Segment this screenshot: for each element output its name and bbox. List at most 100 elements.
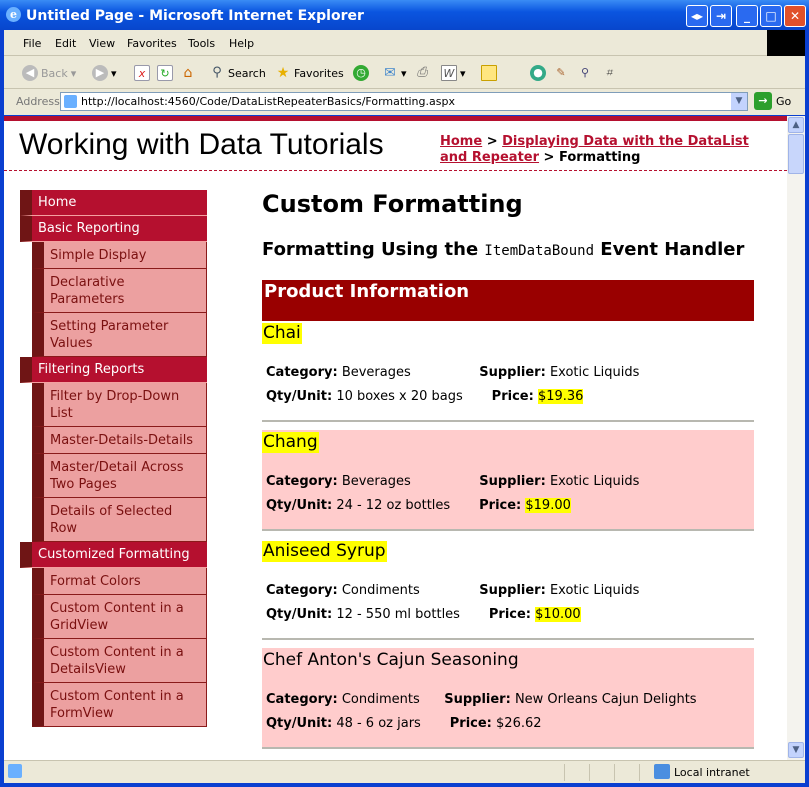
product-card: Chang Category: Beverages Supplier: Exot…: [262, 430, 754, 529]
sidebar-item[interactable]: Customized Formatting: [20, 542, 207, 568]
supplier-value: Exotic Liquids: [549, 474, 640, 489]
item-separator: [262, 638, 754, 640]
maximize-button[interactable]: □: [760, 5, 782, 27]
address-input[interactable]: http://localhost:4560/Code/DataListRepea…: [60, 92, 748, 111]
main-content: Custom Formatting Formatting Using the I…: [262, 190, 754, 757]
research-button[interactable]: ✎: [553, 65, 569, 81]
print-button[interactable]: ⎙: [414, 65, 430, 81]
address-dropdown[interactable]: ▼: [731, 93, 747, 110]
sidebar-item[interactable]: Custom Content in a DetailsView: [32, 639, 207, 683]
qty-value: 48 - 6 oz jars: [336, 716, 421, 731]
menu-help[interactable]: Help: [229, 37, 255, 50]
item-separator: [262, 420, 754, 422]
favorites-button[interactable]: ★ Favorites: [276, 65, 344, 81]
product-card: Chef Anton's Cajun Seasoning Category: C…: [262, 648, 754, 747]
window-title: Untitled Page - Microsoft Internet Explo…: [26, 8, 364, 24]
scroll-thumb[interactable]: [788, 134, 804, 174]
discuss-button[interactable]: [481, 65, 497, 81]
refresh-icon: ↻: [157, 65, 173, 81]
product-name: Chang: [262, 432, 319, 453]
grid-icon: ⌗: [605, 66, 613, 79]
scroll-up-button[interactable]: ▲: [788, 117, 804, 133]
tool-button[interactable]: ⚲: [577, 65, 593, 81]
sidebar-item[interactable]: Details of Selected Row: [32, 498, 207, 542]
product-name: Aniseed Syrup: [262, 541, 387, 562]
star-icon: ★: [276, 65, 290, 81]
sidebar-item[interactable]: Simple Display: [32, 242, 207, 269]
mail-button[interactable]: ✉ ▾: [382, 65, 406, 81]
sidebar-item[interactable]: Master/Detail Across Two Pages: [32, 454, 207, 498]
back-arrow-icon: ◀: [22, 65, 38, 81]
messenger-button[interactable]: ●: [530, 65, 546, 81]
globe-icon: ●: [530, 65, 546, 81]
qty-price-row: Qty/Unit: 10 boxes x 20 bags Price: $19.…: [266, 389, 584, 404]
sidebar-item[interactable]: Format Colors: [32, 568, 207, 595]
sidebar-item[interactable]: Basic Reporting: [20, 216, 207, 242]
supplier-label: Supplier:: [444, 692, 511, 707]
product-card: Aniseed Syrup Category: Condiments Suppl…: [262, 539, 754, 638]
breadcrumb-parent[interactable]: Displaying Data with the DataList and Re…: [440, 134, 749, 165]
sidebar-item[interactable]: Home: [20, 190, 207, 216]
product-item: Chang Category: Beverages Supplier: Exot…: [262, 430, 754, 539]
stop-icon: x: [134, 65, 150, 81]
product-name: Chai: [262, 323, 302, 344]
page-icon: [64, 95, 77, 108]
menu-view[interactable]: View: [89, 37, 116, 50]
history-button[interactable]: ◷: [353, 65, 369, 81]
scroll-down-button[interactable]: ▼: [788, 742, 804, 758]
grid-tool-button[interactable]: ⌗: [601, 65, 617, 81]
product-info-header: Product Information: [262, 280, 754, 321]
refresh-button[interactable]: ↻: [157, 65, 173, 81]
home-icon: ⌂: [183, 65, 193, 81]
sidebar-item[interactable]: Filter by Drop-Down List: [32, 383, 207, 427]
close-button[interactable]: ✕: [784, 5, 806, 27]
forward-button[interactable]: ▶ ▾: [92, 65, 117, 81]
windows-logo: [767, 30, 805, 56]
qty-value: 10 boxes x 20 bags: [336, 389, 463, 404]
stop-button[interactable]: x: [134, 65, 150, 81]
qty-label: Qty/Unit:: [266, 716, 333, 731]
status-bar: Local intranet: [4, 760, 805, 783]
vertical-scrollbar[interactable]: ▲ ▼: [787, 116, 805, 760]
qty-price-row: Qty/Unit: 48 - 6 oz jars Price: $26.62: [266, 716, 542, 731]
menu-file[interactable]: File: [23, 37, 42, 50]
magnifier-icon: ⚲: [580, 66, 590, 79]
product-item: Chef Anton's Cajun Seasoning Category: C…: [262, 648, 754, 757]
product-list: Chai Category: Beverages Supplier: Exoti…: [262, 321, 754, 757]
price-label: Price:: [449, 716, 492, 731]
sidebar-item[interactable]: Filtering Reports: [20, 357, 207, 383]
address-label: Address: [16, 95, 60, 108]
exit-icon[interactable]: ⇥: [710, 5, 732, 27]
go-button[interactable]: → Go: [754, 92, 791, 110]
sidebar-item[interactable]: Setting Parameter Values: [32, 313, 207, 357]
menu-edit[interactable]: Edit: [55, 37, 77, 50]
qty-price-row: Qty/Unit: 24 - 12 oz bottles Price: $19.…: [266, 498, 571, 513]
price-label: Price:: [491, 389, 534, 404]
edit-button[interactable]: W ▾: [441, 65, 466, 81]
page-heading: Custom Formatting: [262, 190, 523, 218]
home-button[interactable]: ⌂: [180, 65, 196, 81]
supplier-label: Supplier:: [479, 365, 546, 380]
breadcrumb-home[interactable]: Home: [440, 134, 483, 149]
menu-favorites[interactable]: Favorites: [127, 37, 177, 50]
sidebar-item[interactable]: Custom Content in a GridView: [32, 595, 207, 639]
sidebar-item[interactable]: Custom Content in a FormView: [32, 683, 207, 727]
menu-tools[interactable]: Tools: [188, 37, 216, 50]
forward-arrow-icon: ▶: [92, 65, 108, 81]
category-supplier-row: Category: Condiments Supplier: Exotic Li…: [266, 583, 639, 598]
sidebar-item[interactable]: Declarative Parameters: [32, 269, 207, 313]
category-supplier-row: Category: Beverages Supplier: Exotic Liq…: [266, 474, 639, 489]
price-label: Price:: [488, 607, 532, 622]
breadcrumb: Home > Displaying Data with the DataList…: [440, 134, 749, 165]
title-bar: e Untitled Page - Microsoft Internet Exp…: [0, 0, 809, 30]
back-button[interactable]: ◀ Back ▾: [22, 65, 76, 81]
search-button[interactable]: ⚲ Search: [209, 65, 266, 81]
category-supplier-row: Category: Condiments Supplier: New Orlea…: [266, 692, 697, 707]
supplier-value: New Orleans Cajun Delights: [514, 692, 697, 707]
qty-label: Qty/Unit:: [266, 498, 333, 513]
restore-toolbar-icon[interactable]: ◂▸: [686, 5, 708, 27]
research-icon: ✎: [556, 66, 566, 79]
sidebar-item[interactable]: Master-Details-Details: [32, 427, 207, 454]
print-icon: ⎙: [416, 65, 428, 80]
minimize-button[interactable]: _: [736, 5, 758, 27]
